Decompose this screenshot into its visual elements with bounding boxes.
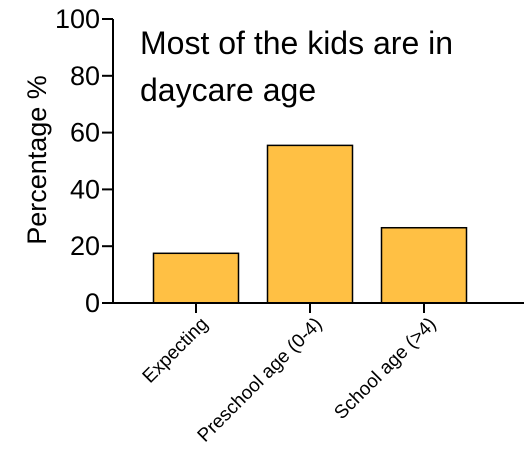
axes-group <box>102 19 524 304</box>
y-tick-label: 0 <box>85 288 100 318</box>
chart-title-line-1: Most of the kids are in <box>140 25 453 61</box>
y-tick-label: 40 <box>70 174 100 204</box>
x-tick-label: Preschool age (0-4) <box>194 314 327 447</box>
bar-expecting <box>152 252 240 304</box>
y-tick-label: 100 <box>55 4 100 34</box>
chart-title-line-2: daycare age <box>140 72 316 108</box>
chart-title: Most of the kids are in daycare age <box>140 25 462 108</box>
y-tick-label: 60 <box>70 118 100 148</box>
x-tick-label: School age (>4) <box>330 314 440 424</box>
bars-group <box>152 144 468 304</box>
bar-school-age-4 <box>380 226 468 304</box>
bar-preschool-age-0-4 <box>266 144 354 304</box>
y-tick-label: 20 <box>70 231 100 261</box>
y-tick-label: 80 <box>70 61 100 91</box>
x-tick-label: Expecting <box>139 314 213 388</box>
y-ticks-group: 0 20 40 60 80 100 <box>55 4 113 318</box>
y-axis-label: Percentage % <box>22 75 52 245</box>
